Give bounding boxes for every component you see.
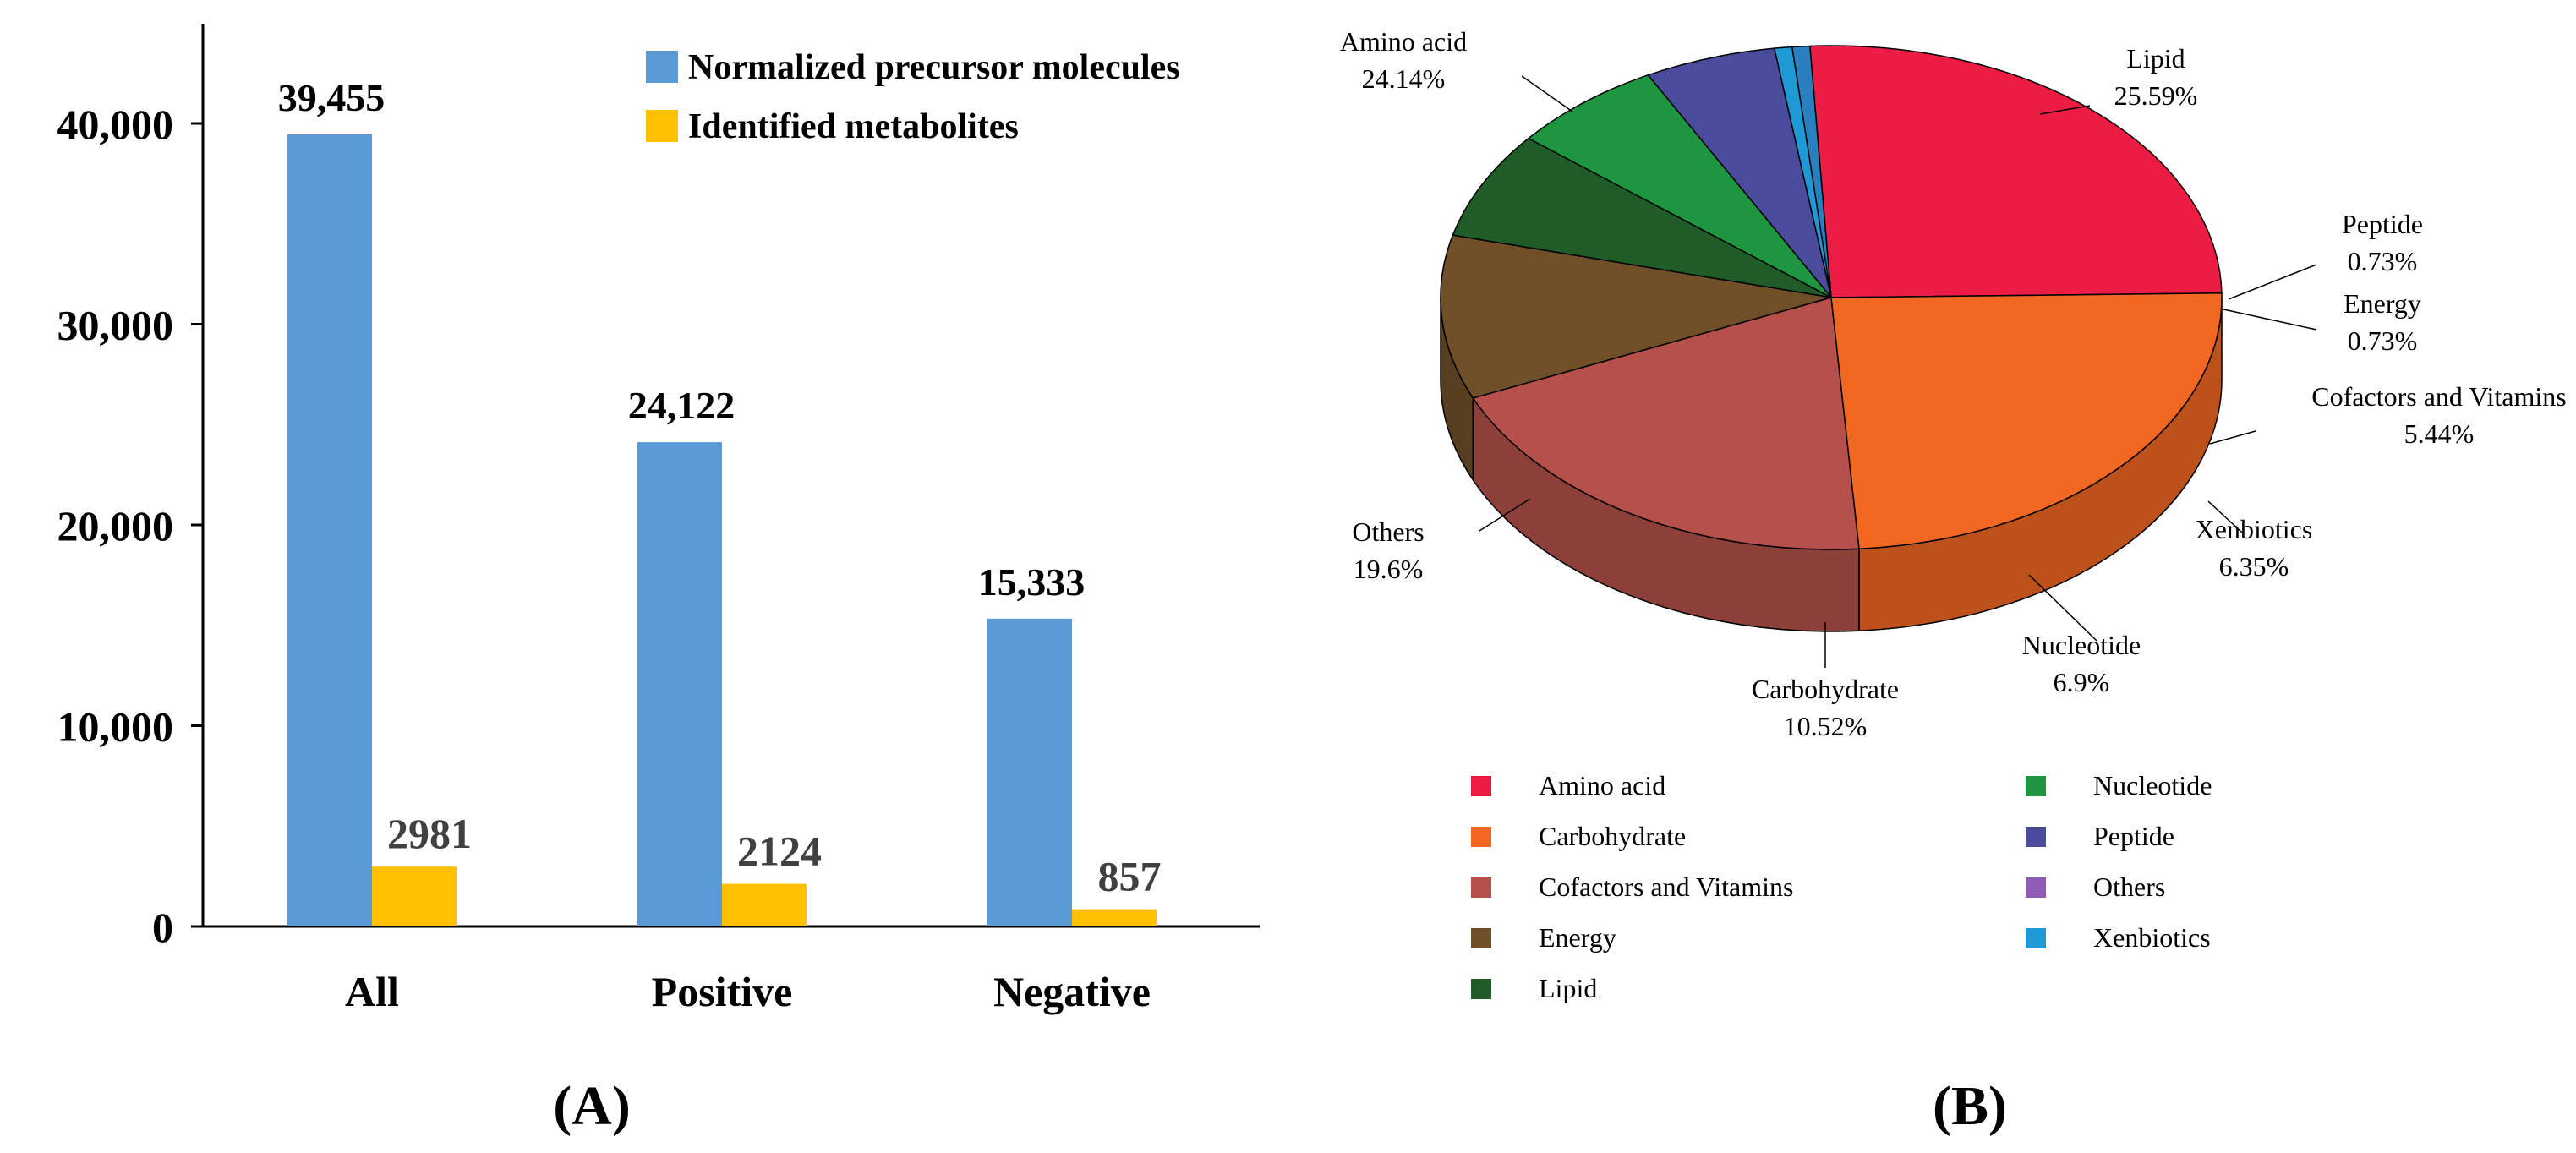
slice-percent-label: 0.73% xyxy=(2348,325,2418,356)
pie-legend-swatch xyxy=(1471,979,1491,999)
pie-slice xyxy=(1830,292,2223,550)
bar xyxy=(722,883,807,926)
x-tick-label: Positive xyxy=(652,968,793,1015)
leader-line xyxy=(2028,574,2097,642)
legend-label: Identified metabolites xyxy=(688,107,1019,146)
bar-value-label: 15,333 xyxy=(978,560,1086,604)
bar xyxy=(372,866,457,926)
pie-legend-swatch xyxy=(1471,827,1491,847)
pie-legend-swatch xyxy=(1471,928,1491,948)
pie-legend-label: Nucleotide xyxy=(2093,770,2212,801)
slice-name-label: Carbohydrate xyxy=(1752,674,1899,704)
slice-name-label: Peptide xyxy=(2342,209,2423,239)
pie-legend-swatch xyxy=(2026,827,2046,847)
x-tick-label: All xyxy=(345,968,399,1015)
slice-name-label: Xenbiotics xyxy=(2196,514,2313,544)
bar-value-label: 857 xyxy=(1098,853,1162,900)
pie-legend-label: Lipid xyxy=(1539,973,1597,1003)
pie-legend: Amino acid Carbohydrate Cofactors and Vita… xyxy=(1471,770,2212,1003)
y-tick-label: 10,000 xyxy=(57,703,174,751)
pie-legend-swatch xyxy=(1471,877,1491,898)
y-tick-label: 40,000 xyxy=(57,101,174,148)
bar-legend: Normalized precursor molecules Identified… xyxy=(646,48,1180,146)
pie-legend-label: Amino acid xyxy=(1539,770,1665,801)
slice-name-label: Amino acid xyxy=(1340,26,1467,57)
bar xyxy=(987,618,1072,926)
pie-slice xyxy=(1647,47,1832,298)
pie-legend-label: Peptide xyxy=(2093,821,2174,851)
leader-line xyxy=(2207,500,2243,533)
slice-name-label: Cofactors and Vitamins xyxy=(2311,381,2566,412)
pie-legend-swatch xyxy=(1471,776,1491,796)
panel-label-b: (B) xyxy=(1933,1075,2007,1137)
legend-swatch xyxy=(646,110,678,142)
panel-label-a: (A) xyxy=(553,1075,631,1137)
pie-legend-label: Xenbiotics xyxy=(2093,922,2211,953)
bar-value-label: 39,455 xyxy=(278,76,386,119)
leader-line xyxy=(1521,75,1573,112)
bar xyxy=(1072,909,1157,926)
legend-label: Normalized precursor molecules xyxy=(688,48,1180,87)
y-tick-label: 20,000 xyxy=(57,502,174,549)
pie-slice xyxy=(1809,45,2223,298)
legend-swatch xyxy=(646,51,678,83)
leader-line xyxy=(2223,309,2317,331)
pie-slice xyxy=(1472,297,1860,550)
slice-percent-label: 19.6% xyxy=(1354,554,1424,584)
bar xyxy=(637,442,722,926)
leader-line xyxy=(1479,498,1531,532)
pie-legend-label: Cofactors and Vitamins xyxy=(1539,872,1793,902)
pie-slice xyxy=(1452,137,1832,298)
pie-legend-label: Others xyxy=(2093,872,2165,902)
leader-line xyxy=(2228,264,2317,300)
bar-value-label: 24,122 xyxy=(628,384,736,427)
pie-slice xyxy=(1527,74,1832,298)
x-tick-label: Negative xyxy=(993,968,1151,1015)
bar-value-label: 2124 xyxy=(737,828,822,875)
pie-legend-swatch xyxy=(2026,877,2046,898)
bar xyxy=(287,134,372,927)
pie xyxy=(1440,45,2223,632)
leader-line xyxy=(2039,105,2091,115)
bars: 39,455 2981 All 24,122 2124 Positive 15,333 857… xyxy=(278,76,1162,1015)
slice-percent-label: 25.59% xyxy=(2114,80,2198,111)
pie-slice xyxy=(1440,234,1832,399)
slice-name-label: Energy xyxy=(2344,288,2421,319)
leader-line xyxy=(2209,430,2256,445)
pie-legend-label: Carbohydrate xyxy=(1539,821,1686,851)
pie-chart-panel: Lipid 25.59% Peptide 0.73% Energy 0.73% Cofact… xyxy=(1340,26,2567,1137)
slice-percent-label: 10.52% xyxy=(1784,711,1868,741)
y-tick-label: 30,000 xyxy=(57,302,174,349)
y-ticks: 0 10,000 20,000 30,000 40,000 xyxy=(57,101,203,951)
slice-percent-label: 24.14% xyxy=(1362,63,1446,94)
slice-name-label: Others xyxy=(1352,516,1424,547)
pie-labels: Lipid 25.59% Peptide 0.73% Energy 0.73% Cofact… xyxy=(1340,26,2567,741)
pie-legend-label: Energy xyxy=(1539,922,1616,953)
bar-chart-panel: 0 10,000 20,000 30,000 40,000 39,455 2981 All 2… xyxy=(57,24,1260,1137)
pie-legend-swatch xyxy=(2026,928,2046,948)
slice-name-label: Nucleotide xyxy=(2022,630,2141,660)
slice-percent-label: 5.44% xyxy=(2404,418,2475,449)
slice-percent-label: 6.35% xyxy=(2219,551,2289,582)
slice-percent-label: 6.9% xyxy=(2054,667,2110,697)
bar-value-label: 2981 xyxy=(387,810,472,857)
y-tick-label: 0 xyxy=(152,904,173,951)
slice-percent-label: 0.73% xyxy=(2348,246,2418,276)
pie-legend-swatch xyxy=(2026,776,2046,796)
slice-name-label: Lipid xyxy=(2126,43,2185,74)
